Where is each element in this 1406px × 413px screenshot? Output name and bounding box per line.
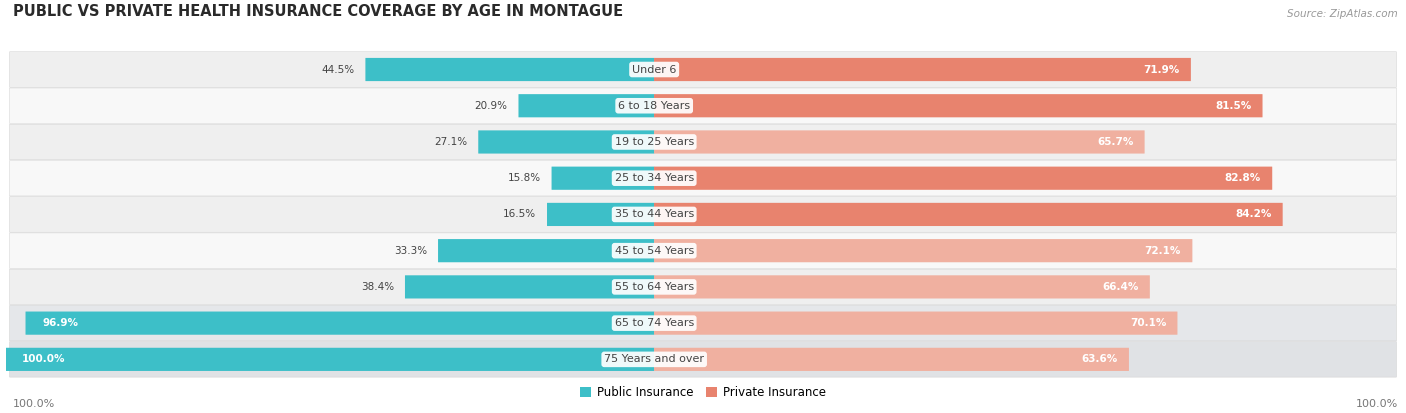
FancyBboxPatch shape [519, 94, 654, 117]
Text: 65 to 74 Years: 65 to 74 Years [614, 318, 693, 328]
FancyBboxPatch shape [439, 239, 654, 262]
FancyBboxPatch shape [478, 131, 654, 154]
FancyBboxPatch shape [654, 239, 1192, 262]
Text: 44.5%: 44.5% [321, 64, 354, 74]
FancyBboxPatch shape [654, 348, 1129, 371]
Text: 75 Years and over: 75 Years and over [605, 354, 704, 364]
FancyBboxPatch shape [405, 275, 654, 299]
FancyBboxPatch shape [551, 166, 654, 190]
Text: 96.9%: 96.9% [42, 318, 79, 328]
Text: 6 to 18 Years: 6 to 18 Years [619, 101, 690, 111]
Text: 38.4%: 38.4% [361, 282, 394, 292]
FancyBboxPatch shape [10, 269, 1396, 305]
FancyBboxPatch shape [25, 311, 654, 335]
Text: 16.5%: 16.5% [503, 209, 536, 219]
Text: 100.0%: 100.0% [13, 399, 55, 409]
FancyBboxPatch shape [10, 160, 1396, 196]
Text: 66.4%: 66.4% [1102, 282, 1139, 292]
Text: 81.5%: 81.5% [1215, 101, 1251, 111]
Text: 71.9%: 71.9% [1143, 64, 1180, 74]
FancyBboxPatch shape [654, 311, 1177, 335]
FancyBboxPatch shape [547, 203, 654, 226]
FancyBboxPatch shape [10, 342, 1396, 377]
FancyBboxPatch shape [6, 348, 654, 371]
FancyBboxPatch shape [654, 94, 1263, 117]
FancyBboxPatch shape [10, 233, 1396, 268]
FancyBboxPatch shape [10, 305, 1396, 341]
Text: 19 to 25 Years: 19 to 25 Years [614, 137, 693, 147]
Text: 84.2%: 84.2% [1234, 209, 1271, 219]
FancyBboxPatch shape [10, 197, 1396, 232]
Text: 45 to 54 Years: 45 to 54 Years [614, 246, 693, 256]
Text: 82.8%: 82.8% [1225, 173, 1261, 183]
FancyBboxPatch shape [10, 88, 1396, 123]
Text: 100.0%: 100.0% [22, 354, 66, 364]
Text: 35 to 44 Years: 35 to 44 Years [614, 209, 693, 219]
Text: PUBLIC VS PRIVATE HEALTH INSURANCE COVERAGE BY AGE IN MONTAGUE: PUBLIC VS PRIVATE HEALTH INSURANCE COVER… [13, 4, 623, 19]
FancyBboxPatch shape [366, 58, 654, 81]
FancyBboxPatch shape [10, 52, 1396, 87]
FancyBboxPatch shape [654, 131, 1144, 154]
Text: 63.6%: 63.6% [1081, 354, 1118, 364]
Text: 70.1%: 70.1% [1130, 318, 1166, 328]
Text: 20.9%: 20.9% [474, 101, 508, 111]
Text: 25 to 34 Years: 25 to 34 Years [614, 173, 693, 183]
Text: 27.1%: 27.1% [434, 137, 467, 147]
Text: 55 to 64 Years: 55 to 64 Years [614, 282, 693, 292]
FancyBboxPatch shape [10, 124, 1396, 160]
FancyBboxPatch shape [654, 166, 1272, 190]
FancyBboxPatch shape [654, 275, 1150, 299]
FancyBboxPatch shape [654, 203, 1282, 226]
Text: 100.0%: 100.0% [1355, 399, 1398, 409]
Text: 65.7%: 65.7% [1097, 137, 1133, 147]
FancyBboxPatch shape [654, 58, 1191, 81]
Text: Under 6: Under 6 [631, 64, 676, 74]
Legend: Public Insurance, Private Insurance: Public Insurance, Private Insurance [575, 381, 831, 404]
Text: 72.1%: 72.1% [1144, 246, 1181, 256]
Text: Source: ZipAtlas.com: Source: ZipAtlas.com [1286, 9, 1398, 19]
Text: 33.3%: 33.3% [394, 246, 427, 256]
Text: 15.8%: 15.8% [508, 173, 540, 183]
